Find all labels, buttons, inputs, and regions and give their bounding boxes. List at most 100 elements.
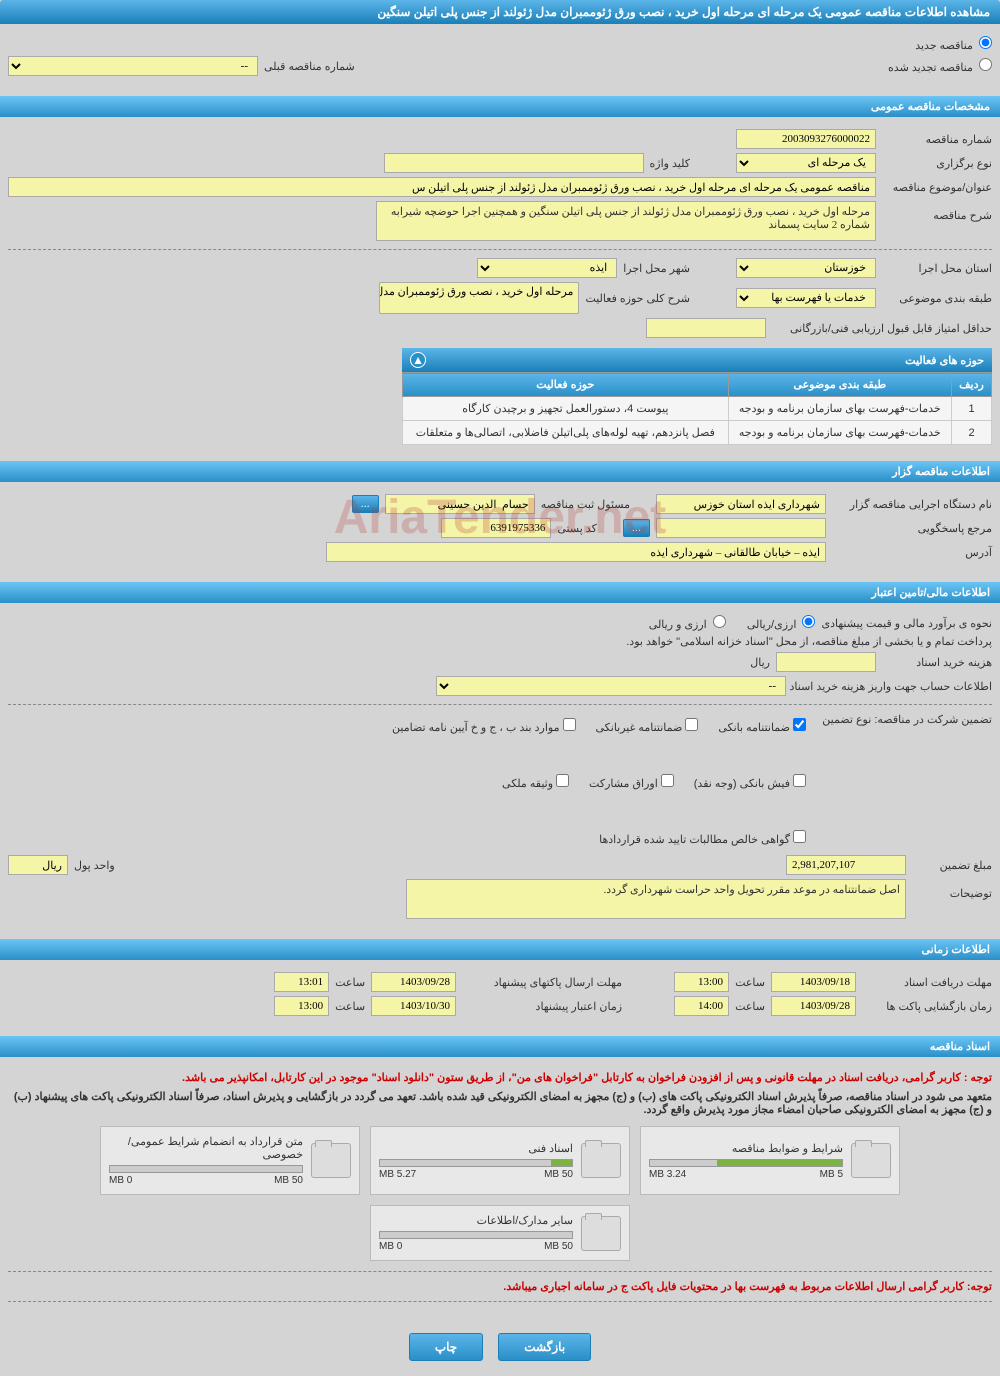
currency-unit-input[interactable]: [8, 855, 68, 875]
min-score-input[interactable]: [646, 318, 766, 338]
cell: خدمات-فهرست بهای سازمان برنامه و بودجه: [728, 397, 951, 421]
doc-cost-input[interactable]: [776, 652, 876, 672]
type-select[interactable]: یک مرحله ای: [736, 153, 876, 173]
file-card-3[interactable]: سایر مدارک/اطلاعات 50 MB0 MB: [370, 1205, 630, 1261]
file-title: شرایط و ضوابط مناقصه: [649, 1142, 843, 1155]
print-button[interactable]: چاپ: [409, 1333, 483, 1361]
section-documents: اسناد مناقصه: [0, 1036, 1000, 1057]
city-select[interactable]: ایذه: [477, 258, 617, 278]
file-used: 3.24 MB: [649, 1169, 686, 1180]
opening-time-input[interactable]: [674, 996, 729, 1016]
receive-time-input[interactable]: [674, 972, 729, 992]
category-select[interactable]: خدمات یا فهرست بها: [736, 288, 876, 308]
cell: 1: [952, 397, 992, 421]
validity-date-input[interactable]: [371, 996, 456, 1016]
receive-deadline-label: مهلت دریافت اسناد: [862, 976, 992, 989]
contact-input[interactable]: [656, 518, 826, 538]
progress-bar: [379, 1159, 573, 1167]
file-card-0[interactable]: شرایط و ضوابط مناقصه 5 MB 3.24 MB: [640, 1126, 900, 1195]
account-select[interactable]: --: [436, 676, 786, 696]
province-label: استان محل اجرا: [882, 262, 992, 275]
cell: خدمات-فهرست بهای سازمان برنامه و بودجه: [728, 421, 951, 445]
keyword-input[interactable]: [384, 153, 644, 173]
currency-rial-label[interactable]: ارزی/ریالی: [747, 615, 816, 631]
activity-table-header: حوزه های فعالیت ▲: [402, 348, 992, 372]
section-timing: اطلاعات زمانی: [0, 939, 1000, 960]
min-score-label: حداقل امتیاز قابل قبول ارزیابی فنی/بازرگ…: [772, 322, 992, 335]
gt-cash-checkbox[interactable]: [793, 774, 806, 787]
folder-icon: [311, 1143, 351, 1178]
file-total: 50 MB: [544, 1241, 573, 1252]
opening-date-input[interactable]: [771, 996, 856, 1016]
gt-cases-checkbox[interactable]: [563, 718, 576, 731]
warning-2: توجه: کاربر گرامی ارسال اطلاعات مربوط به…: [8, 1280, 992, 1293]
org-name-input[interactable]: [656, 494, 826, 514]
province-select[interactable]: خوزستان: [736, 258, 876, 278]
file-card-1[interactable]: اسناد فنی 50 MB5.27 MB: [370, 1126, 630, 1195]
activity-table: ردیف طبقه بندی موضوعی حوزه فعالیت 1 خدما…: [402, 372, 992, 445]
registrar-input[interactable]: [385, 494, 535, 514]
file-total: 50 MB: [544, 1169, 573, 1180]
gt-bank[interactable]: ضمانتنامه بانکی: [718, 718, 806, 734]
time-label-2: ساعت: [335, 976, 365, 989]
gt-bonds[interactable]: اوراق مشارکت: [589, 774, 674, 790]
contact-more-button[interactable]: ...: [623, 519, 650, 537]
submit-date-input[interactable]: [371, 972, 456, 992]
activity-table-title: حوزه های فعالیت: [905, 354, 984, 367]
folder-icon: [581, 1216, 621, 1251]
status-new-radio[interactable]: [979, 36, 992, 49]
gt-certificate[interactable]: گواهی خالص مطالبات تایید شده قراردادها: [599, 830, 806, 846]
time-label-1: ساعت: [735, 976, 765, 989]
guarantee-amount-label: مبلغ تضمین: [912, 859, 992, 872]
notes-textarea[interactable]: اصل ضمانتنامه در موعد مقرر تحویل واحد حر…: [406, 879, 906, 919]
folder-icon: [581, 1143, 621, 1178]
guarantee-amount-input[interactable]: [786, 855, 906, 875]
subject-input[interactable]: [8, 177, 876, 197]
opening-label: زمان بازگشایی پاکت ها: [862, 1000, 992, 1013]
gt-property-checkbox[interactable]: [556, 774, 569, 787]
file-total: 5 MB: [820, 1169, 843, 1180]
desc-textarea[interactable]: مرحله اول خرید ، نصب ورق ژئوممبران مدل ژ…: [376, 201, 876, 241]
validity-time-input[interactable]: [274, 996, 329, 1016]
receive-date-input[interactable]: [771, 972, 856, 992]
gt-cash[interactable]: فیش بانکی (وجه نقد): [694, 774, 806, 790]
submit-time-input[interactable]: [274, 972, 329, 992]
activity-summary-select[interactable]: مرحله اول خرید ، نصب ورق ژئوممبران مدل ژ…: [379, 282, 579, 314]
gt-bank-checkbox[interactable]: [793, 718, 806, 731]
file-title: متن قرارداد به انضمام شرایط عمومی/خصوصی: [109, 1135, 303, 1161]
activity-summary-label: شرح کلی حوزه فعالیت: [585, 292, 690, 305]
gt-bonds-checkbox[interactable]: [661, 774, 674, 787]
gt-property[interactable]: وثیقه ملکی: [502, 774, 569, 790]
notes-label: توضیحات: [912, 879, 992, 900]
status-new-text: مناقصه جدید: [915, 40, 973, 52]
cell: 2: [952, 421, 992, 445]
prev-number-select[interactable]: --: [8, 56, 258, 76]
gt-certificate-checkbox[interactable]: [793, 830, 806, 843]
file-card-2[interactable]: متن قرارداد به انضمام شرایط عمومی/خصوصی …: [100, 1126, 360, 1195]
cell: فصل پانزدهم، تهیه لوله‌های پلی‌اتیلن فاض…: [403, 421, 729, 445]
gt-cases[interactable]: موارد بند ب ، ج و خ آیین نامه تضامین: [392, 718, 575, 734]
status-renewed-text: مناقصه تجدید شده: [888, 62, 973, 74]
status-renewed-radio[interactable]: [979, 58, 992, 71]
category-label: طبقه بندی موضوعی: [882, 292, 992, 305]
postal-input[interactable]: [441, 518, 551, 538]
desc-label: شرح مناقصه: [882, 201, 992, 222]
treasury-note: پرداخت تمام و یا بخشی از مبلغ مناقصه، از…: [626, 635, 992, 648]
currency-rial-radio[interactable]: [802, 615, 815, 628]
collapse-icon[interactable]: ▲: [410, 352, 426, 368]
file-used: 0 MB: [109, 1175, 132, 1186]
back-button[interactable]: بازگشت: [498, 1333, 591, 1361]
currency-unit-label: واحد پول: [74, 859, 115, 872]
keyword-label: کلید واژه: [650, 157, 690, 170]
gt-nonbank[interactable]: ضمانتنامه غیربانکی: [596, 718, 699, 734]
estimate-label: نحوه ی برآورد مالی و قیمت پیشنهادی: [821, 617, 992, 630]
currency-foreign-label[interactable]: ارزی و ریالی: [649, 615, 726, 631]
col-category: طبقه بندی موضوعی: [728, 373, 951, 397]
status-new-label[interactable]: مناقصه جدید: [915, 36, 992, 52]
gt-nonbank-checkbox[interactable]: [685, 718, 698, 731]
currency-foreign-radio[interactable]: [713, 615, 726, 628]
more-button[interactable]: ...: [352, 495, 379, 513]
address-input[interactable]: [326, 542, 826, 562]
number-input[interactable]: [736, 129, 876, 149]
status-renewed-label[interactable]: مناقصه تجدید شده: [888, 58, 992, 74]
